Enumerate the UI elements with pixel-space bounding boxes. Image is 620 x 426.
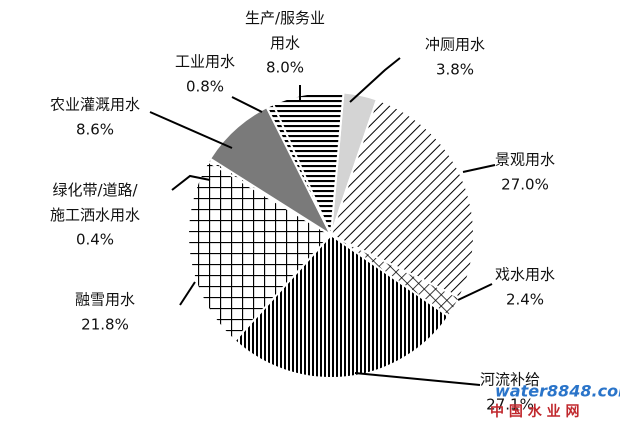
value-label: 8.0% (266, 59, 304, 77)
watermark-text: 中 国 水 业 网 (490, 403, 580, 420)
pie-slice (271, 91, 345, 236)
slice-label: 河流补给 (480, 371, 540, 389)
slice-label: 绿化带/道路/施工洒水用水 (50, 181, 140, 224)
leader-line (354, 372, 481, 386)
leader-line (171, 174, 211, 191)
leader-line (231, 96, 263, 113)
value-label: 8.6% (76, 121, 114, 139)
value-label: 0.8% (186, 78, 224, 96)
pie-slice (187, 160, 333, 343)
value-label: 0.4% (76, 231, 114, 249)
leader-line (179, 281, 196, 306)
slice-label: 生产/服务业用水 (245, 9, 325, 52)
slice-label: 工业用水 (175, 53, 235, 71)
pie-slice (329, 98, 475, 300)
leader-line (457, 283, 493, 301)
value-label: 2.4% (506, 291, 544, 309)
value-label: 27.0% (501, 176, 549, 194)
slice-label: 景观用水 (495, 151, 555, 169)
slice-label: 戏水用水 (495, 266, 555, 284)
slice-label: 冲厕用水 (425, 36, 485, 54)
slice-label: 融雪用水 (75, 291, 135, 309)
pie-slice (233, 233, 451, 379)
slice-label: 农业灌溉用水 (50, 96, 140, 114)
value-label: 21.8% (81, 316, 129, 334)
leader-line (462, 164, 496, 173)
watermark-logo: water8848.com (495, 382, 620, 401)
value-label: 27.1% (486, 396, 534, 414)
leader-line (149, 111, 233, 149)
value-label: 3.8% (436, 61, 474, 79)
leader-line (349, 57, 401, 103)
